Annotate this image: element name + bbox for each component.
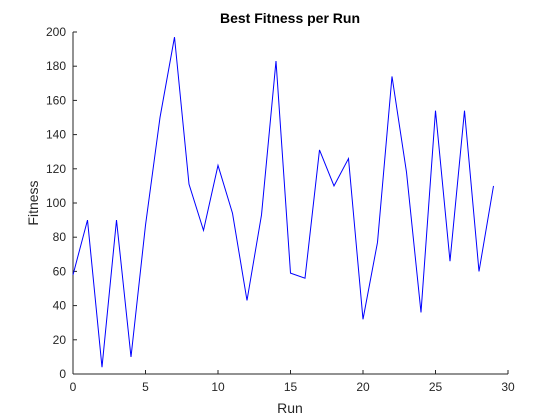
y-tick-label: 20: [53, 333, 67, 347]
y-tick-label: 60: [53, 264, 67, 278]
y-tick-label: 140: [46, 128, 66, 142]
series: [72, 37, 494, 368]
x-tick-label: 5: [142, 380, 149, 394]
y-tick-label: 100: [46, 196, 66, 210]
x-tick-label: 0: [70, 380, 77, 394]
ticks: 0 5 10 15 20 25 30 0 20 40 60 80 100 120 140 160 180 200: [46, 25, 515, 394]
y-tick-label: 80: [53, 230, 67, 244]
y-tick-label: 0: [59, 367, 66, 381]
x-tick-label: 10: [211, 380, 225, 394]
axes: [72, 32, 508, 375]
y-tick-label: 180: [46, 59, 66, 73]
x-tick-label: 20: [356, 380, 370, 394]
y-axis-title: Fitness: [25, 180, 41, 225]
x-tick-label: 30: [501, 380, 515, 394]
x-tick-label: 25: [429, 380, 443, 394]
chart-title: Best Fitness per Run: [220, 10, 360, 26]
y-tick-label: 120: [46, 162, 66, 176]
y-tick-label: 40: [53, 299, 67, 313]
x-axis-title: Run: [277, 400, 303, 416]
y-tick-label: 160: [46, 93, 66, 107]
x-tick-label: 15: [284, 380, 298, 394]
y-tick-label: 200: [46, 25, 66, 39]
series-line: [72, 37, 494, 368]
